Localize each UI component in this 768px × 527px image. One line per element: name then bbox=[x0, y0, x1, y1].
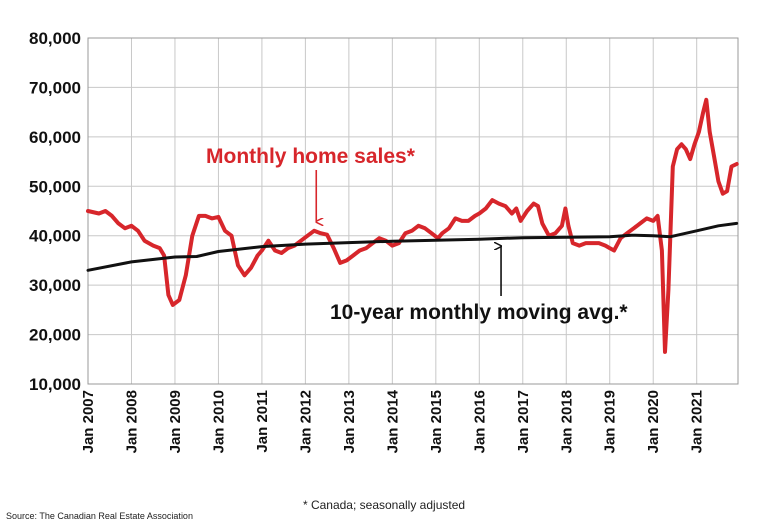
x-tick-label: Jan 2017 bbox=[515, 390, 532, 453]
x-tick-label: Jan 2016 bbox=[471, 390, 488, 453]
y-tick-label: 20,000 bbox=[29, 326, 81, 345]
y-tick-label: 30,000 bbox=[29, 276, 81, 295]
series bbox=[86, 97, 739, 354]
y-tick-label: 10,000 bbox=[29, 375, 81, 394]
y-tick-label: 40,000 bbox=[29, 227, 81, 246]
y-tick-label: 50,000 bbox=[29, 177, 81, 196]
series-line-moving-average bbox=[86, 221, 739, 272]
x-tick-label: Jan 2018 bbox=[558, 390, 575, 453]
x-tick-label: Jan 2012 bbox=[297, 390, 314, 453]
x-tick-label: Jan 2011 bbox=[254, 390, 271, 453]
x-tick-label: Jan 2019 bbox=[602, 390, 619, 453]
line-chart: 10,000 20,000 30,000 40,000 50,000 60,000 70,0… bbox=[29, 29, 739, 453]
y-tick-label: 60,000 bbox=[29, 128, 81, 147]
x-tick-label: Jan 2010 bbox=[210, 390, 227, 453]
y-tick-label: 70,000 bbox=[29, 78, 81, 97]
x-tick-label: Jan 2013 bbox=[341, 390, 358, 453]
grid bbox=[87, 37, 738, 385]
series-line-monthly-sales bbox=[86, 97, 739, 354]
x-axis-tick-labels: Jan 2007 Jan 2008 Jan 2009 Jan 2010 Jan 2011… bbox=[80, 389, 706, 453]
x-tick-label: Jan 2014 bbox=[384, 389, 401, 453]
x-tick-label: Jan 2020 bbox=[645, 390, 662, 453]
x-tick-label: Jan 2009 bbox=[167, 390, 184, 453]
y-axis-tick-labels: 10,000 20,000 30,000 40,000 50,000 60,000 70,0… bbox=[29, 29, 81, 394]
x-tick-label: Jan 2015 bbox=[428, 390, 445, 453]
annotation-monthly-sales: Monthly home sales* bbox=[206, 145, 416, 168]
annotations: Monthly home sales* 10-year monthly movin… bbox=[206, 145, 628, 324]
x-tick-label: Jan 2007 bbox=[80, 390, 97, 453]
x-tick-label: Jan 2021 bbox=[689, 390, 706, 453]
plot-frame bbox=[87, 37, 739, 385]
x-tick-label: Jan 2008 bbox=[123, 390, 140, 453]
annotation-moving-average: 10-year monthly moving avg.* bbox=[330, 301, 628, 324]
source-note: Source: The Canadian Real Estate Associa… bbox=[6, 511, 193, 521]
y-tick-label: 80,000 bbox=[29, 29, 81, 48]
footnote: * Canada; seasonally adjusted bbox=[302, 498, 466, 512]
